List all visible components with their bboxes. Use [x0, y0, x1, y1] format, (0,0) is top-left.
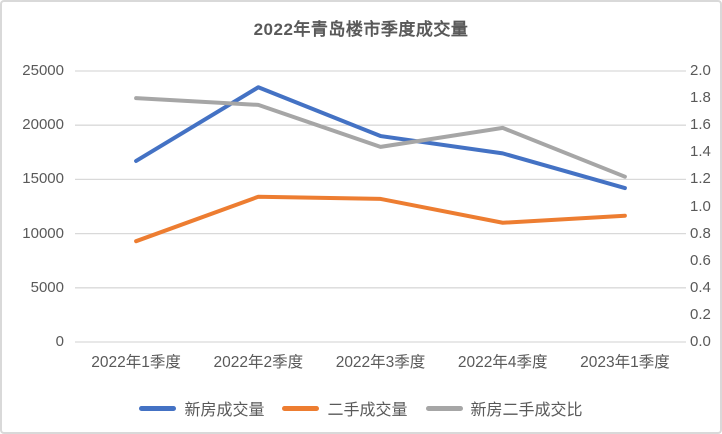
x-axis-category-label: 2022年4季度	[457, 354, 548, 371]
legend: 新房成交量 二手成交量 新房二手成交比	[2, 396, 720, 420]
legend-line-swatch	[139, 405, 177, 411]
right-axis-tick-label: 2.0	[690, 62, 711, 79]
left-axis-tick-label: 0	[55, 333, 64, 350]
series-line	[134, 96, 627, 179]
legend-item: 新房二手成交比	[425, 396, 583, 420]
x-axis-category-label: 2022年3季度	[335, 354, 426, 371]
right-axis-tick-label: 1.0	[690, 197, 711, 215]
series-line	[134, 85, 627, 191]
legend-label: 二手成交量	[327, 402, 408, 419]
right-axis-tick-label: 1.2	[690, 170, 711, 188]
legend-line-swatch	[282, 405, 320, 411]
right-axis-tick-label: 0.4	[690, 278, 711, 296]
series-line	[134, 194, 627, 244]
x-axis-category-label: 2022年2季度	[213, 354, 304, 371]
left-axis-tick-label: 25000	[22, 62, 64, 79]
legend-line-swatch	[425, 405, 463, 411]
left-axis-tick-label: 20000	[22, 116, 64, 134]
legend-item: 二手成交量	[282, 396, 408, 420]
x-axis-category-label: 2023年1季度	[580, 354, 670, 371]
x-axis-category-label: 2022年1季度	[91, 354, 181, 371]
legend-item: 新房成交量	[139, 396, 264, 420]
right-axis-tick-label: 1.6	[690, 116, 711, 134]
right-axis-tick-label: 1.8	[690, 89, 711, 107]
right-axis-tick-label: 0.8	[690, 224, 711, 242]
legend-label: 新房成交量	[184, 402, 265, 419]
left-axis-tick-label: 5000	[30, 278, 64, 296]
right-axis-tick-label: 0.6	[690, 251, 711, 269]
right-axis-tick-label: 0.0	[690, 333, 711, 350]
left-axis-tick-label: 15000	[22, 170, 64, 188]
left-axis-tick-label: 10000	[22, 224, 64, 242]
legend-label: 新房二手成交比	[470, 402, 583, 419]
right-axis-tick-label: 0.2	[690, 305, 711, 323]
right-axis-tick-label: 1.4	[690, 143, 711, 161]
chart-title: 2022年青岛楼市季度成交量	[253, 20, 469, 39]
